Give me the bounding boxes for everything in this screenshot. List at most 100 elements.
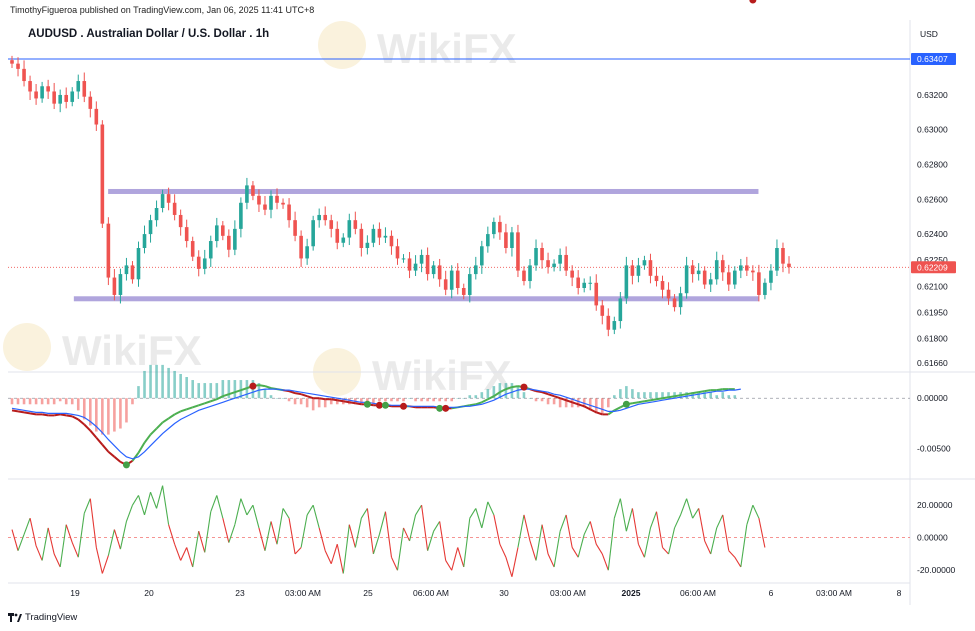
- oscillator-line-segment: [65, 524, 73, 543]
- macd-line-segment: [228, 391, 236, 396]
- macd-histogram-bar: [378, 398, 381, 402]
- time-tick-label: 06:00 AM: [413, 588, 449, 598]
- macd-histogram-bar: [101, 398, 104, 435]
- oscillator-line-segment: [294, 547, 302, 555]
- macd-line-segment: [143, 433, 152, 444]
- candle-body: [245, 185, 249, 203]
- oscillator-line-segment: [481, 501, 489, 529]
- oscillator-line-segment: [662, 547, 669, 555]
- oscillator-line-segment: [258, 527, 266, 551]
- macd-histogram-bar: [613, 395, 616, 399]
- macd-line-segment: [107, 450, 116, 458]
- macd-line-segment: [355, 402, 362, 406]
- candle-body: [311, 220, 315, 247]
- oscillator-line-segment: [433, 521, 441, 532]
- macd-line-segment: [686, 392, 693, 396]
- macd-histogram-bar: [492, 386, 496, 399]
- macd-line-segment: [216, 395, 224, 401]
- macd-histogram-bar: [703, 392, 706, 399]
- candle-body: [70, 91, 75, 102]
- macd-line-segment: [11, 409, 19, 413]
- candle-body: [40, 86, 44, 99]
- macd-histogram-bar: [456, 398, 460, 399]
- oscillator-line-segment: [29, 518, 37, 546]
- macd-histogram-bar: [402, 398, 405, 402]
- wm-3-badge: [3, 323, 51, 371]
- oscillator-line-segment: [655, 511, 664, 548]
- oscillator-line-segment: [667, 527, 676, 555]
- candle-body: [739, 265, 743, 271]
- macd-line-segment: [319, 397, 326, 401]
- oscillator-line-segment: [89, 498, 97, 548]
- candle-body: [28, 81, 32, 92]
- oscillator-line-segment: [487, 501, 495, 516]
- candle-body: [510, 232, 514, 248]
- candle-body: [10, 60, 14, 64]
- candle-body: [720, 260, 725, 273]
- candle-body: [516, 232, 520, 271]
- macd-line-segment: [698, 390, 705, 394]
- macd-line-segment: [264, 385, 272, 390]
- macd-line-segment: [113, 456, 122, 463]
- oscillator-line-segment: [607, 518, 615, 571]
- macd-histogram-bar: [64, 398, 68, 405]
- candle-body: [34, 91, 38, 99]
- macd-histogram-bar: [534, 398, 538, 402]
- macd-histogram-bar: [486, 389, 490, 399]
- macd-histogram-bar: [287, 398, 291, 402]
- oscillator-line-segment: [131, 495, 139, 506]
- oscillator-line-segment: [577, 534, 585, 558]
- macd-histogram-bar: [329, 398, 333, 405]
- oscillator-tick-label: 0.00000: [917, 533, 948, 543]
- horizontal-line-badge: [911, 52, 956, 65]
- oscillator-line-segment: [282, 508, 290, 519]
- oscillator-line-segment: [17, 534, 25, 551]
- symbol-title: AUDUSD . Australian Dollar / U.S. Dollar…: [28, 28, 270, 40]
- macd-line-segment: [595, 411, 603, 416]
- footer-brand-label: TradingView: [25, 612, 78, 623]
- macd-histogram-bar: [498, 383, 502, 399]
- macd-line-segment: [583, 405, 591, 411]
- oscillator-line-segment: [571, 547, 579, 558]
- oscillator-line-segment: [680, 498, 688, 516]
- candle-body: [708, 279, 713, 285]
- price-tick-label: 0.61950: [917, 307, 948, 317]
- wm-2-text: WikiFX: [372, 352, 512, 399]
- time-tick-label: 23: [235, 588, 245, 598]
- candle-body: [473, 265, 478, 275]
- oscillator-line-segment: [523, 514, 531, 542]
- macd-line-segment: [349, 401, 356, 405]
- macd-line-segment: [60, 413, 67, 417]
- oscillator-line-segment: [728, 550, 736, 558]
- macd-histogram-bar: [143, 370, 146, 399]
- macd-histogram-bar: [414, 398, 417, 402]
- macd-line-segment: [553, 395, 561, 400]
- oscillator-line-segment: [77, 513, 85, 558]
- candle-body: [347, 220, 352, 238]
- macd-cross-dot: [442, 404, 450, 412]
- candle-body: [100, 124, 105, 224]
- wm-3-text: WikiFX: [62, 327, 202, 374]
- macd-line-segment: [198, 402, 206, 407]
- candle-body: [684, 265, 689, 294]
- macd-histogram-bar: [16, 398, 20, 405]
- macd-line-segment: [565, 399, 573, 404]
- candle-body: [702, 270, 707, 285]
- macd-histogram-bar: [167, 367, 170, 399]
- macd-histogram-bar: [70, 398, 74, 405]
- candle-body: [154, 208, 159, 221]
- candle-body: [498, 221, 502, 233]
- macd-histogram-bar: [215, 383, 219, 399]
- oscillator-line-segment: [384, 511, 393, 558]
- macd-histogram-bar: [715, 395, 719, 399]
- macd-cross-dot: [249, 382, 257, 390]
- macd-line-segment: [559, 397, 567, 402]
- macd-line-segment: [644, 399, 651, 403]
- candle-body: [751, 270, 755, 273]
- horizontal-line-label: 0.63407: [917, 54, 948, 64]
- oscillator-line-segment: [270, 521, 278, 545]
- macd-histogram-bar: [275, 398, 279, 399]
- macd-histogram-bar: [95, 398, 98, 432]
- macd-histogram-bar: [625, 386, 628, 399]
- candle-body: [196, 256, 201, 269]
